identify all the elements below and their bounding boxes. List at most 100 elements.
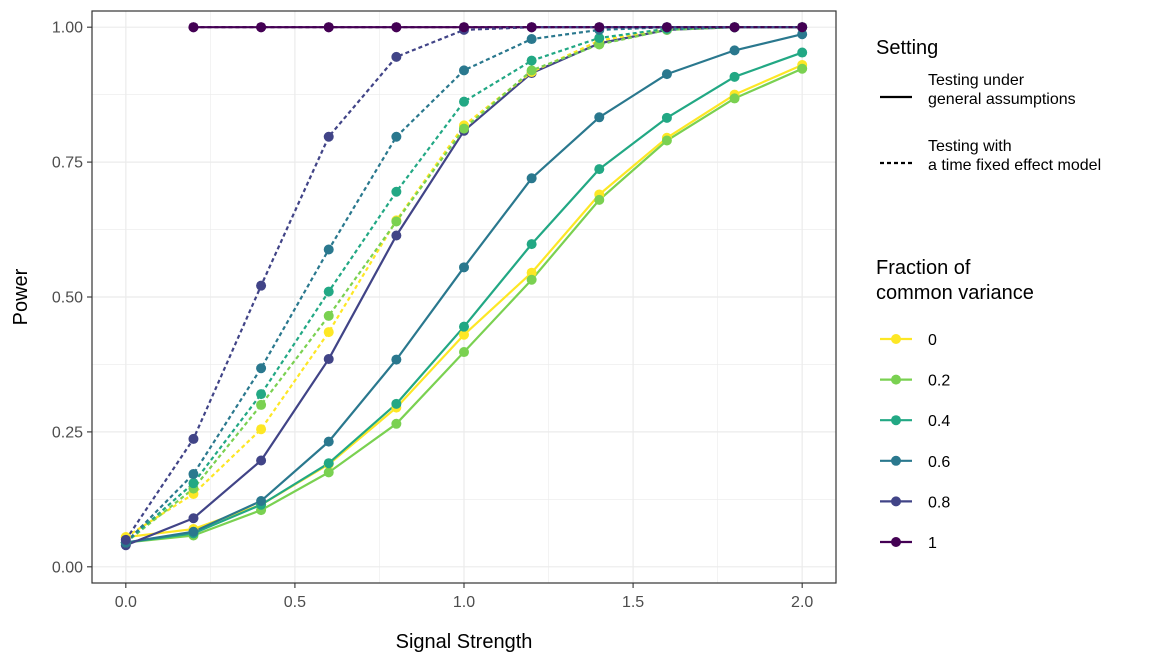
data-point-fixed-effect-1 [661, 22, 672, 33]
y-tick-label: 0.00 [52, 559, 83, 576]
data-point-general-0.4 [594, 164, 605, 175]
data-point-general-0.8 [323, 354, 334, 365]
data-point-general-0.6 [459, 262, 469, 273]
data-point-fixed-effect-1 [391, 22, 402, 33]
data-point-general-0.6 [323, 436, 334, 447]
data-point-fixed-effect-1 [729, 22, 740, 33]
legend-setting-label: Testing with [928, 138, 1012, 155]
data-point-fixed-effect-0.8 [120, 534, 131, 545]
plot-panel [91, 10, 837, 584]
legend-setting-label: a time fixed effect model [928, 157, 1101, 174]
data-point-fixed-effect-0.4 [594, 32, 605, 43]
legend-setting: Setting Testing under general assumptions… [876, 37, 1101, 174]
legend-fraction-label: 0.8 [928, 494, 950, 511]
legend-fraction-label: 0.4 [928, 413, 950, 430]
legend-fraction-key-point [891, 334, 901, 344]
x-tick-label: 1.0 [453, 594, 475, 611]
data-point-general-0.2 [459, 347, 469, 358]
x-tick-label: 0.5 [284, 594, 306, 611]
data-point-fixed-effect-0.4 [391, 186, 402, 197]
legend-fraction-label: 0 [928, 332, 937, 349]
legend-setting-title: Setting [876, 37, 938, 59]
data-point-general-0.6 [729, 45, 740, 56]
data-point-fixed-effect-0 [323, 327, 334, 338]
data-point-general-0.2 [594, 194, 605, 205]
legend-fraction-key-point [891, 537, 901, 547]
data-point-fixed-effect-1 [323, 22, 334, 33]
data-point-fixed-effect-0.6 [459, 65, 469, 76]
data-point-general-0.6 [188, 526, 199, 537]
y-axis: 0.00 0.25 0.50 0.75 1.00 [52, 20, 92, 576]
data-point-general-0.6 [594, 112, 605, 123]
data-point-fixed-effect-0.4 [459, 96, 469, 107]
legend-fraction-title: common variance [876, 282, 1034, 304]
data-point-fixed-effect-0.6 [526, 34, 537, 45]
data-point-general-0.4 [323, 458, 334, 469]
y-axis-title: Power [10, 268, 32, 325]
data-point-general-0.2 [323, 467, 334, 478]
data-point-general-0.6 [526, 173, 537, 184]
data-point-fixed-effect-0.2 [391, 216, 402, 227]
legend-fraction-label: 1 [928, 535, 937, 552]
data-point-fixed-effect-0.2 [256, 399, 267, 410]
data-point-fixed-effect-0.8 [391, 51, 402, 62]
data-point-general-0 [459, 329, 469, 340]
legend-fraction-key-point [891, 374, 901, 385]
data-point-fixed-effect-0.6 [188, 468, 199, 479]
x-tick-label: 1.5 [622, 594, 644, 611]
y-tick-label: 0.25 [52, 424, 83, 441]
data-point-fixed-effect-1 [256, 22, 267, 33]
data-point-general-0.6 [391, 354, 402, 365]
data-point-fixed-effect-0.8 [323, 131, 334, 142]
data-point-general-0.2 [729, 93, 740, 104]
x-axis: 0.0 0.5 1.0 1.5 2.0 [115, 583, 813, 611]
data-point-general-0.6 [256, 495, 267, 506]
data-point-general-0.4 [391, 398, 402, 409]
data-point-fixed-effect-0.6 [391, 131, 402, 142]
legend-fraction-key-point [891, 496, 901, 507]
y-tick-label: 1.00 [52, 20, 83, 37]
data-point-general-0.4 [797, 47, 808, 58]
data-point-general-0.8 [188, 513, 199, 524]
x-tick-label: 0.0 [115, 594, 137, 611]
data-point-fixed-effect-1 [526, 22, 537, 33]
data-point-general-0 [526, 267, 537, 278]
data-point-fixed-effect-1 [594, 22, 605, 33]
data-point-fixed-effect-1 [188, 22, 199, 33]
legend-fraction-label: 0.6 [928, 454, 950, 471]
data-point-fixed-effect-0.2 [459, 123, 469, 134]
data-point-fixed-effect-0 [256, 424, 267, 435]
data-point-fixed-effect-0.8 [188, 433, 199, 444]
y-tick-label: 0.75 [52, 155, 83, 172]
data-point-fixed-effect-0.2 [323, 310, 334, 321]
legend-fraction-key-point [891, 415, 901, 426]
data-point-fixed-effect-0.8 [256, 280, 267, 291]
data-point-fixed-effect-0.6 [323, 244, 334, 255]
legend-fraction-key-point [891, 455, 901, 466]
y-tick-label: 0.50 [52, 290, 83, 307]
data-point-fixed-effect-1 [797, 22, 808, 33]
data-point-general-0.2 [661, 135, 672, 146]
data-point-general-0.2 [391, 418, 402, 429]
data-point-general-0.8 [391, 230, 402, 241]
legend-setting-label: Testing under [928, 72, 1025, 89]
series-points [120, 22, 808, 551]
legend-fraction-label: 0.2 [928, 373, 950, 390]
data-point-general-0.4 [459, 321, 469, 332]
x-axis-title: Signal Strength [396, 631, 533, 653]
data-point-general-0.6 [797, 29, 808, 40]
legend-fraction-title: Fraction of [876, 257, 971, 279]
data-point-general-0.4 [729, 71, 740, 82]
data-point-general-0.2 [526, 274, 537, 285]
data-point-general-0.4 [526, 239, 537, 250]
legend-setting-label: general assumptions [928, 91, 1076, 108]
data-point-fixed-effect-0.4 [323, 286, 334, 297]
data-point-fixed-effect-0.2 [526, 65, 537, 76]
data-point-general-0.6 [661, 69, 672, 80]
data-point-general-0.8 [256, 455, 267, 466]
data-point-general-0.4 [661, 112, 672, 123]
x-tick-label: 2.0 [791, 594, 813, 611]
data-point-fixed-effect-0.4 [188, 478, 199, 489]
legend-fraction: Fraction of common variance 0 0.2 0.4 0.6 0.8 1 [876, 257, 1034, 552]
data-point-fixed-effect-0.6 [256, 363, 267, 374]
